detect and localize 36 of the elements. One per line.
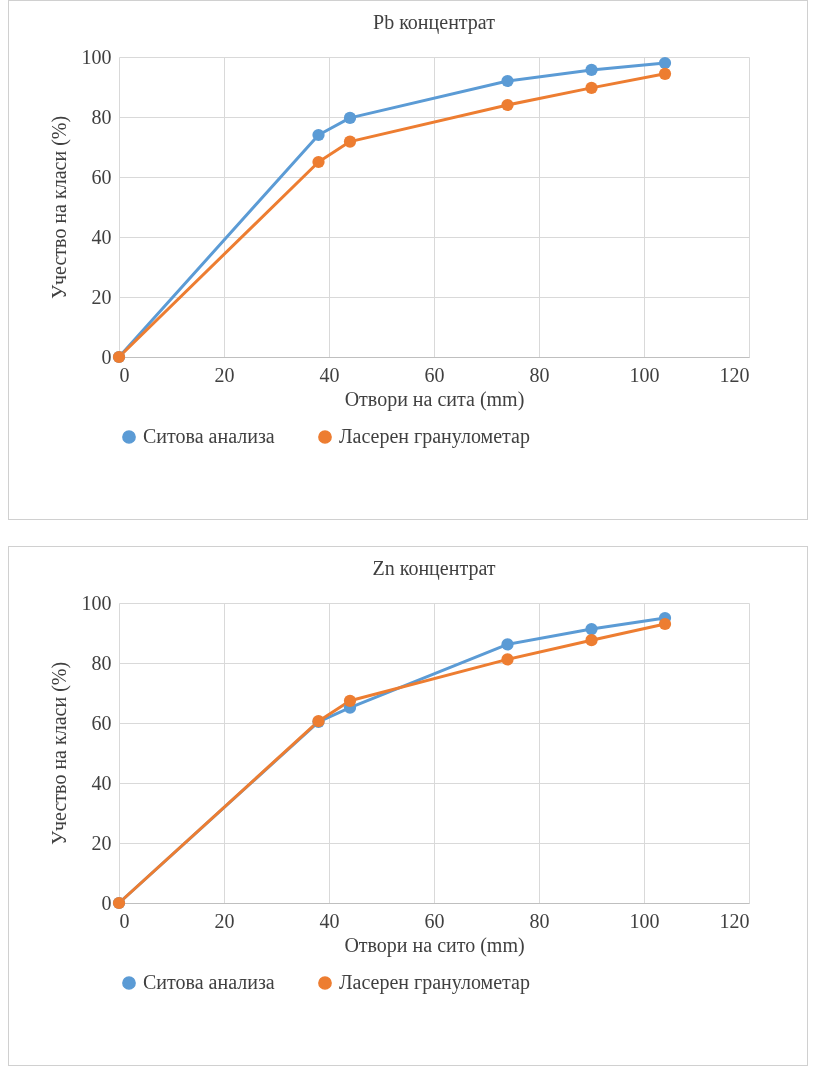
legend-label: Ситова анализа [143, 425, 275, 447]
y-tick-label: 20 [91, 285, 112, 308]
chart-title: Pb концентрат [373, 11, 496, 34]
x-tick-label: 100 [629, 363, 660, 386]
y-tick-label: 0 [101, 345, 112, 368]
y-tick-label: 60 [91, 165, 112, 188]
x-tick-label: 40 [319, 909, 340, 932]
y-tick-label: 40 [91, 771, 112, 794]
y-tick-label: 40 [91, 225, 112, 248]
x-tick-label: 120 [719, 909, 750, 932]
x-tick-label: 0 [119, 909, 130, 932]
x-axis-title: Отвори на сита (mm) [344, 387, 525, 411]
y-tick-label: 60 [91, 711, 112, 734]
y-tick-label: 0 [101, 891, 112, 914]
x-tick-label: 80 [529, 909, 550, 932]
legend-label: Ситова анализа [143, 971, 275, 993]
x-tick-label: 0 [119, 363, 130, 386]
x-tick-label: 20 [214, 909, 235, 932]
x-tick-label: 80 [529, 363, 550, 386]
x-tick-label: 60 [424, 909, 445, 932]
chart-title: Zn концентрат [372, 557, 496, 580]
x-tick-label: 20 [214, 363, 235, 386]
y-tick-label: 80 [91, 651, 112, 674]
y-tick-label: 100 [81, 45, 112, 68]
y-axis-title: Учество на класи (%) [47, 115, 71, 300]
y-tick-label: 80 [91, 105, 112, 128]
x-tick-label: 40 [319, 363, 340, 386]
y-tick-label: 100 [81, 591, 112, 614]
x-tick-label: 120 [719, 363, 750, 386]
legend-label: Ласерен гранулометар [339, 425, 530, 448]
legend-label: Ласерен гранулометар [339, 971, 530, 994]
x-tick-label: 60 [424, 363, 445, 386]
y-axis-title: Учество на класи (%) [47, 661, 71, 846]
x-axis-title: Отвори на сито (mm) [344, 933, 525, 957]
y-tick-label: 20 [91, 831, 112, 854]
x-tick-label: 100 [629, 909, 660, 932]
